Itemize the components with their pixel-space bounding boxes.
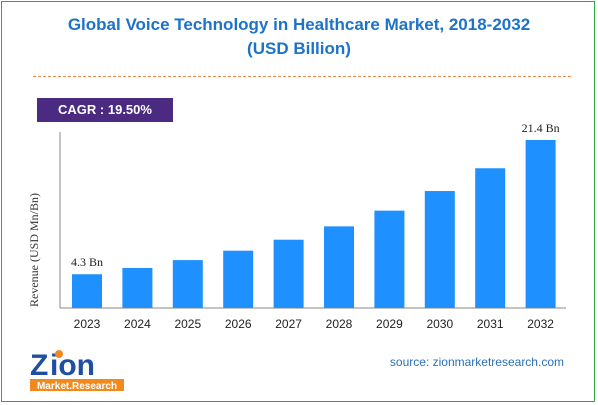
chart-title-line2: (USD Billion) <box>247 39 351 58</box>
logo-initial: Z <box>30 349 48 382</box>
zion-logo: Z ion Market.Research <box>30 349 124 392</box>
bar-2025 <box>172 260 203 308</box>
bar-2029 <box>374 210 405 308</box>
logo-subline-bg <box>30 379 124 391</box>
logo-subline: Market.Research <box>37 381 117 392</box>
title-divider <box>33 76 571 77</box>
logo-dot-icon <box>55 350 63 358</box>
source-text: source: zionmarketresearch.com <box>389 355 564 369</box>
data-label-2023: 4.3 Bn <box>71 255 103 269</box>
x-tick-label-2031: 2031 <box>477 317 504 331</box>
x-tick-label-2030: 2030 <box>426 317 453 331</box>
bar-2024 <box>122 267 153 308</box>
bar-2028 <box>324 226 354 308</box>
bar-2027 <box>273 239 304 308</box>
bar-2032 <box>525 140 556 308</box>
bar-2031 <box>475 168 506 308</box>
x-tick-label-2027: 2027 <box>275 317 302 331</box>
chart-title: Global Voice Technology in Healthcare Ma… <box>0 13 598 61</box>
x-tick-label-2024: 2024 <box>124 317 151 331</box>
x-tick-label-2029: 2029 <box>376 317 403 331</box>
x-tick-label-2028: 2028 <box>326 317 353 331</box>
bar-2023 <box>72 274 102 308</box>
bar-2026 <box>223 250 254 308</box>
cagr-badge: CAGR : 19.50% <box>37 98 173 122</box>
data-label-2032: 21.4 Bn <box>522 121 560 135</box>
x-tick-label-2023: 2023 <box>74 317 101 331</box>
x-tick-label-2032: 2032 <box>527 317 554 331</box>
bar-2030 <box>424 191 455 308</box>
x-tick-label-2026: 2026 <box>225 317 252 331</box>
y-axis-label: Revenue (USD Mn/Bn) <box>27 193 41 307</box>
chart-title-line1: Global Voice Technology in Healthcare Ma… <box>67 15 531 34</box>
x-tick-label-2025: 2025 <box>174 317 201 331</box>
